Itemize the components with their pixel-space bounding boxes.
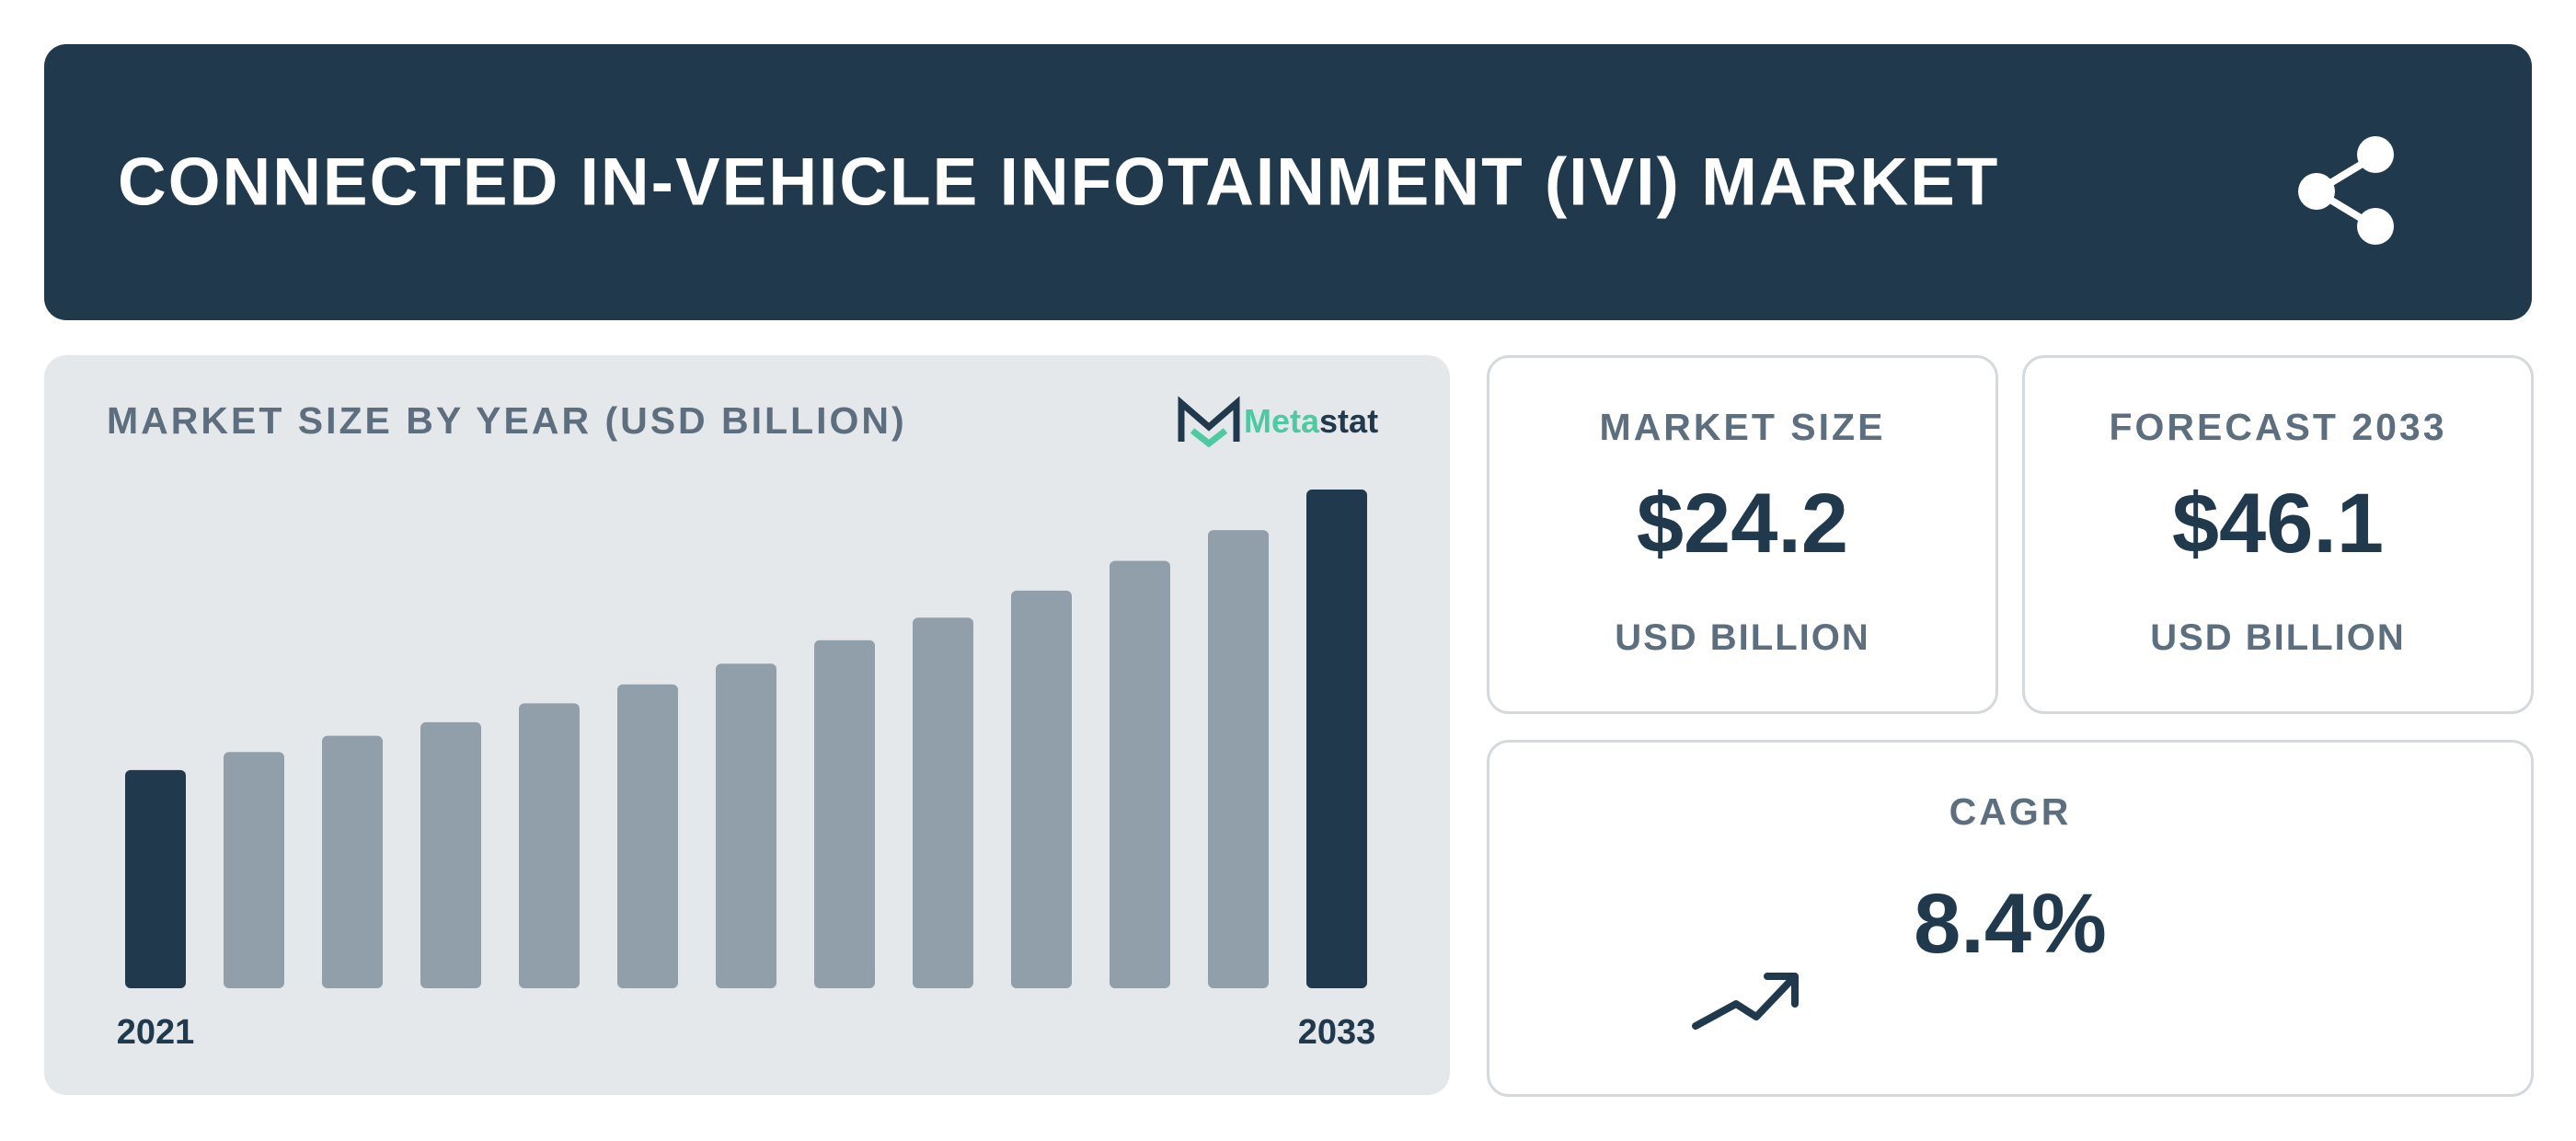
bar-chart: 2021 2033 [117, 490, 1376, 1052]
market-size-card: MARKET SIZE $24.2 USD BILLION [1487, 355, 1998, 714]
market-size-label: MARKET SIZE [1599, 406, 1886, 448]
market-size-unit: USD BILLION [1615, 617, 1870, 658]
logo-text-meta: Meta [1244, 402, 1320, 440]
forecast-label: FORECAST 2033 [2109, 406, 2447, 448]
forecast-value: $46.1 [2171, 477, 2385, 570]
market-size-value: $24.2 [1636, 477, 1849, 570]
cagr-card: CAGR 8.4% [1487, 740, 2534, 1097]
chart-panel: 2021 2033 MARKET SIZE BY YEAR (USD BILLIO… [44, 355, 1450, 1095]
bar-2031 [1110, 560, 1170, 988]
metastat-logo: Metastat [1178, 396, 1378, 447]
bar-2023 [322, 735, 383, 988]
bar-2030 [1011, 590, 1072, 988]
bar-2025 [519, 703, 580, 988]
metastat-logo-mark-icon [1178, 396, 1240, 447]
bar-2028 [814, 640, 875, 988]
header-banner: CONNECTED IN-VEHICLE INFOTAINMENT (IVI) … [44, 44, 2532, 320]
chart-title: MARKET SIZE BY YEAR (USD BILLION) [107, 399, 907, 442]
logo-text-stat: stat [1319, 402, 1379, 440]
bar-2032 [1208, 530, 1269, 988]
bar-2033 [1306, 490, 1367, 988]
forecast-card: FORECAST 2033 $46.1 USD BILLION [2022, 355, 2534, 714]
forecast-unit: USD BILLION [2150, 617, 2406, 658]
bar-2021 [125, 769, 186, 988]
cagr-value: 8.4% [1914, 877, 2107, 971]
bar-2027 [716, 663, 776, 988]
x-tick-label-first: 2021 [117, 1013, 195, 1052]
bar-2029 [913, 617, 973, 988]
trend-up-icon [1692, 973, 1799, 1030]
x-tick-label-last: 2033 [1298, 1013, 1376, 1052]
cagr-label: CAGR [1949, 790, 2072, 833]
bar-2022 [224, 752, 284, 988]
bar-2024 [420, 721, 481, 988]
page-title: CONNECTED IN-VEHICLE INFOTAINMENT (IVI) … [118, 144, 2000, 220]
bar-2026 [617, 684, 678, 988]
share-icon[interactable] [2271, 118, 2418, 265]
logo-text: Metastat [1244, 402, 1378, 441]
